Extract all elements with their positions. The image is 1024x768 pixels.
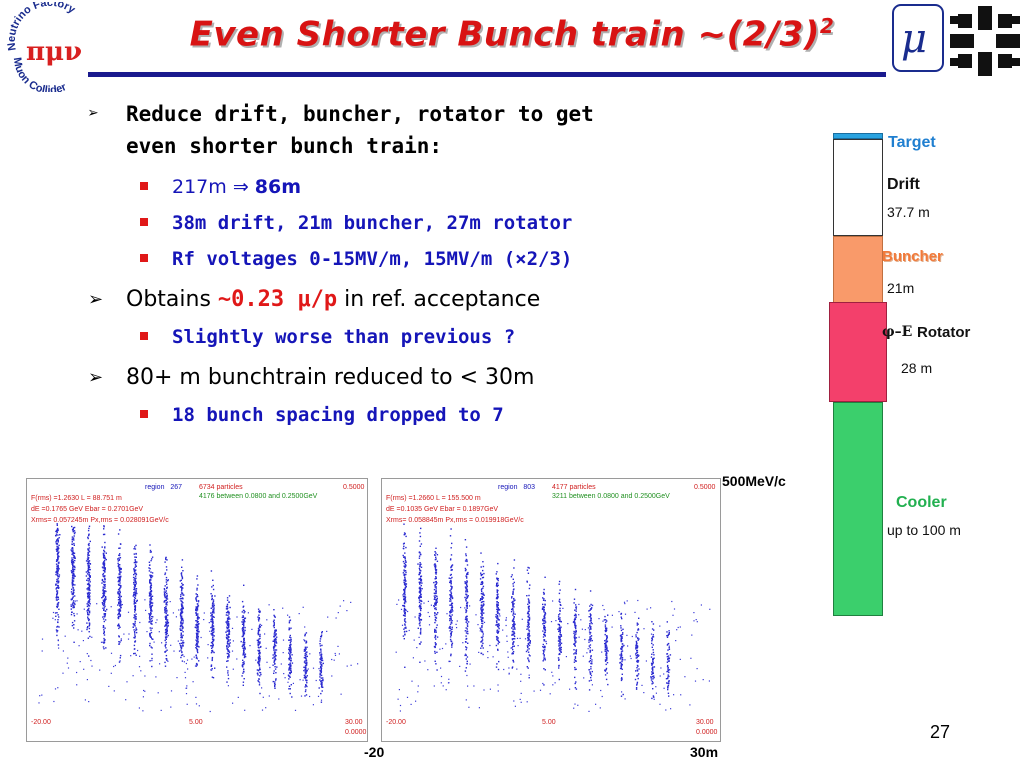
svg-text:μ: μ (901, 16, 927, 62)
arrow-bullet-icon: ➢ (88, 289, 104, 310)
plot2-info-2: dE =0.1035 GeV Ebar = 0.1897GeV (386, 506, 499, 513)
bullet-2: ➢ Obtains ~0.23 μ/p in ref. acceptance (88, 284, 688, 316)
plot1-info-1: F(rms) =1.2630 L = 88.751 m (31, 495, 122, 502)
neutrino-factory-logo: Neutrino Factory Muon Collider πμν (4, 0, 94, 97)
plot1-info-3: Xrms= 0.057245m Px,rms = 0.028091GeV/c (31, 517, 169, 524)
phi-e-label: φ–E (882, 324, 913, 340)
square-bullet-icon (140, 332, 148, 340)
rotator-segment (829, 302, 887, 402)
buncher-label: Buncher (882, 248, 943, 265)
sub-bullet-1-1: 217m ⇒ 86m (140, 174, 700, 200)
bullet-1: ➢ Reduce drift, buncher, rotator to get … (88, 98, 688, 162)
square-bullet-icon (140, 254, 148, 262)
target-segment (833, 133, 883, 139)
plot2-info-1: F(rms) =1.2660 L = 155.500 m (386, 495, 481, 502)
buncher-length-label: 21m (887, 280, 915, 296)
buncher-segment (833, 236, 883, 304)
square-bullet-icon (140, 182, 148, 190)
phase-space-plot-1: region 267 6734 particles 4176 between 0… (26, 478, 368, 742)
title-underline (88, 72, 886, 77)
plot2-xright: 30.00 (696, 719, 714, 726)
rotator-label: Rotator (917, 324, 971, 341)
sub-bullet-2-1: Slightly worse than previous ? (140, 324, 700, 350)
svg-text:πμν: πμν (26, 37, 82, 67)
plot2-xmid: 5.00 (542, 719, 556, 726)
cooler-length-label: up to 100 m (887, 522, 961, 538)
plot1-ybottom: 0.0000 (345, 729, 367, 736)
arrow-bullet-icon: ➢ (88, 367, 104, 388)
plot2-info-3: Xrms= 0.058845m Px,rms = 0.019918GeV/c (386, 517, 524, 524)
plot1-region: region 267 (145, 484, 182, 491)
drift-label: Drift (887, 176, 920, 193)
sub-bullet-3-1: 18 bunch spacing dropped to 7 (140, 402, 700, 428)
plot1-ytop: 0.5000 (343, 484, 365, 491)
plot1-xright: 30.00 (345, 719, 363, 726)
cooler-segment (833, 402, 883, 616)
axis-xmax-label: 30m (690, 744, 719, 760)
drift-length-label: 37.7 m (887, 204, 930, 220)
axis-xmin-label: -20 (364, 744, 385, 760)
fermilab-logo (950, 6, 1020, 76)
square-bullet-icon (140, 410, 148, 418)
sub-bullet-1-2: 38m drift, 21m buncher, 27m rotator (140, 210, 700, 236)
plot2-ybottom: 0.0000 (696, 729, 718, 736)
page-number: 27 (930, 722, 951, 742)
phase-space-plot-2: region 803 4177 particles 3211 between 0… (381, 478, 721, 742)
rotator-length-label: 28 m (901, 360, 933, 376)
bullet-1-line-2: even shorter bunch train: (126, 134, 443, 158)
plot2-between: 3211 between 0.0800 and 0.2500GeV (552, 493, 670, 500)
bullet-3: ➢ 80+ m bunchtrain reduced to < 30m (88, 362, 688, 394)
particle-dots (38, 523, 359, 713)
plot2-particles: 4177 particles (552, 484, 596, 491)
plot1-xleft: -20.00 (31, 719, 51, 726)
plot1-xmid: 5.00 (189, 719, 203, 726)
plot1-info-2: dE =0.1765 GeV Ebar = 0.2701GeV (31, 506, 144, 513)
plot2-region: region 803 (498, 484, 535, 491)
muon-logo: μ (892, 4, 944, 72)
bullet-1-line-1: Reduce drift, buncher, rotator to get (126, 102, 594, 126)
cooler-label: Cooler (896, 494, 947, 511)
drift-segment (833, 139, 883, 236)
plot2-xleft: -20.00 (386, 719, 406, 726)
axis-ymax-label: 500MeV/c (722, 473, 786, 489)
phase-space-scatter-2 (395, 523, 711, 712)
plot1-particles: 6734 particles (199, 484, 243, 491)
particle-dots (395, 523, 711, 712)
sub-bullet-1-3: Rf voltages 0-15MV/m, 15MV/m (×2/3) (140, 246, 700, 272)
target-label: Target (888, 134, 936, 151)
plot2-ytop: 0.5000 (694, 484, 716, 491)
square-bullet-icon (140, 218, 148, 226)
arrow-bullet-icon: ➢ (88, 103, 99, 124)
plot1-between: 4176 between 0.0800 and 0.2500GeV (199, 493, 318, 500)
slide-title: Even Shorter Bunch train ~(2/3)2 (189, 14, 835, 55)
phase-space-scatter-1 (38, 523, 359, 713)
